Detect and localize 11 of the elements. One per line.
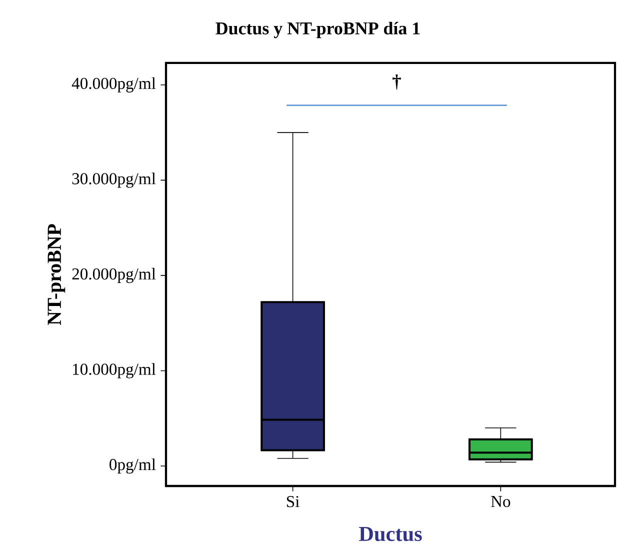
- y-tick-label: 0pg/ml: [110, 458, 156, 474]
- x-axis-title: Ductus: [358, 526, 422, 542]
- y-axis-title: NT-proBNP: [48, 224, 66, 326]
- annotation: †: [392, 74, 401, 90]
- y-tick-label: 20.000pg/ml: [72, 268, 156, 283]
- chart-title: Ductus y NT-proBNP día 1: [216, 22, 420, 38]
- x-tick-label: No: [491, 496, 510, 508]
- y-tick-label: 10.000pg/ml: [73, 363, 156, 378]
- y-tick-label: 30.000pg/ml: [72, 172, 156, 188]
- y-tick-label: 40.000pg/ml: [72, 77, 156, 92]
- x-tick-label: Si: [286, 496, 300, 508]
